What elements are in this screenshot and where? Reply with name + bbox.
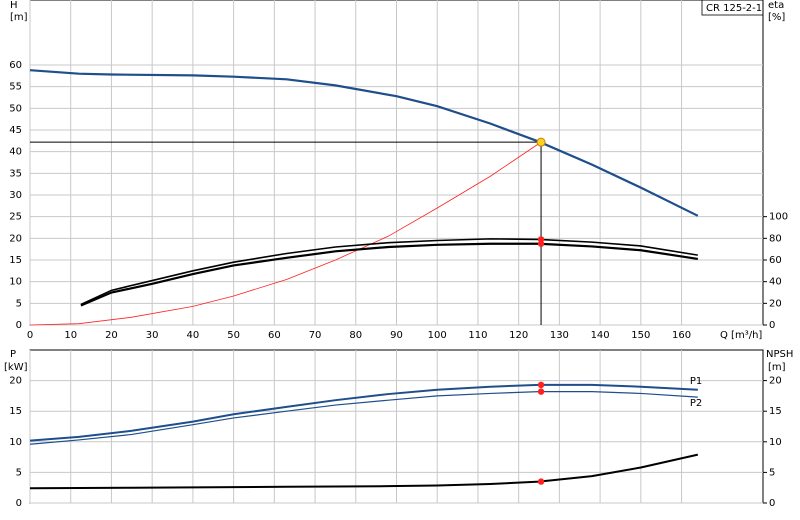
curve xyxy=(80,238,698,306)
x-tick-label: 50 xyxy=(227,330,240,341)
x-tick-label: 80 xyxy=(349,330,362,341)
p-axis-title: P xyxy=(10,349,16,360)
product-label: CR 125-2-1 xyxy=(706,3,762,14)
curve xyxy=(29,141,542,326)
y2-tick-label: 10 xyxy=(769,437,782,448)
x-tick-label: 40 xyxy=(187,330,200,341)
y-tick-label: 25 xyxy=(9,212,22,223)
point-marker xyxy=(537,478,545,485)
y-tick-label: 0 xyxy=(16,320,22,331)
duty-point xyxy=(536,137,546,147)
eta-axis-unit: [%] xyxy=(768,12,785,23)
x-tick-label: 140 xyxy=(591,330,610,341)
y-tick-label: 10 xyxy=(9,437,22,448)
x-tick-label: 90 xyxy=(390,330,403,341)
q-axis-title: Q [m³/h] xyxy=(720,330,762,341)
y2-tick-label: 20 xyxy=(769,298,782,309)
curve xyxy=(29,391,698,445)
y-tick-label: 55 xyxy=(9,82,22,93)
npsh-axis-unit: [m] xyxy=(768,362,786,373)
y-tick-label: 35 xyxy=(9,168,22,179)
y-tick-label: 20 xyxy=(9,233,22,244)
series-label: P2 xyxy=(690,398,702,409)
y-tick-label: 5 xyxy=(16,298,22,309)
x-tick-label: 100 xyxy=(428,330,447,341)
x-tick-label: 130 xyxy=(550,330,569,341)
y-tick-label: 10 xyxy=(9,277,22,288)
y2-tick-label: 80 xyxy=(769,233,782,244)
point-marker xyxy=(537,388,545,395)
x-tick-label: 160 xyxy=(672,330,691,341)
y-tick-label: 0 xyxy=(16,498,22,509)
p-axis-unit: [kW] xyxy=(4,362,28,373)
x-tick-label: 30 xyxy=(146,330,159,341)
curve xyxy=(29,453,699,490)
y-tick-label: 5 xyxy=(16,467,22,478)
y-tick-label: 60 xyxy=(9,60,22,71)
x-tick-label: 150 xyxy=(631,330,650,341)
h-axis-title: H xyxy=(10,0,18,11)
x-tick-label: 110 xyxy=(468,330,487,341)
x-tick-label: 60 xyxy=(268,330,281,341)
y2-tick-label: 100 xyxy=(769,212,788,223)
curve xyxy=(29,383,698,442)
y2-tick-label: 0 xyxy=(769,320,775,331)
x-tick-label: 70 xyxy=(309,330,322,341)
y2-tick-label: 0 xyxy=(769,498,775,509)
eta-axis-title: eta xyxy=(768,0,784,11)
y2-tick-label: 60 xyxy=(769,255,782,266)
x-tick-label: 0 xyxy=(27,330,33,341)
y2-tick-label: 20 xyxy=(769,376,782,387)
npsh-axis-title: NPSH xyxy=(766,349,793,360)
y-tick-label: 30 xyxy=(9,190,22,201)
y-tick-label: 15 xyxy=(9,406,22,417)
series-label: P1 xyxy=(690,376,702,387)
point-marker xyxy=(537,381,545,389)
point-marker xyxy=(537,240,545,247)
y-tick-label: 45 xyxy=(9,125,22,136)
y-tick-label: 40 xyxy=(9,147,22,158)
x-tick-label: 10 xyxy=(64,330,77,341)
y-tick-label: 20 xyxy=(9,376,22,387)
y2-tick-label: 15 xyxy=(769,406,782,417)
y-tick-label: 15 xyxy=(9,255,22,266)
h-axis-unit: [m] xyxy=(10,12,28,23)
curve xyxy=(80,242,699,307)
y-tick-label: 50 xyxy=(9,103,22,114)
curve xyxy=(29,69,699,217)
y2-tick-label: 5 xyxy=(769,467,775,478)
x-tick-label: 120 xyxy=(509,330,528,341)
y2-tick-label: 40 xyxy=(769,277,782,288)
x-tick-label: 20 xyxy=(105,330,118,341)
